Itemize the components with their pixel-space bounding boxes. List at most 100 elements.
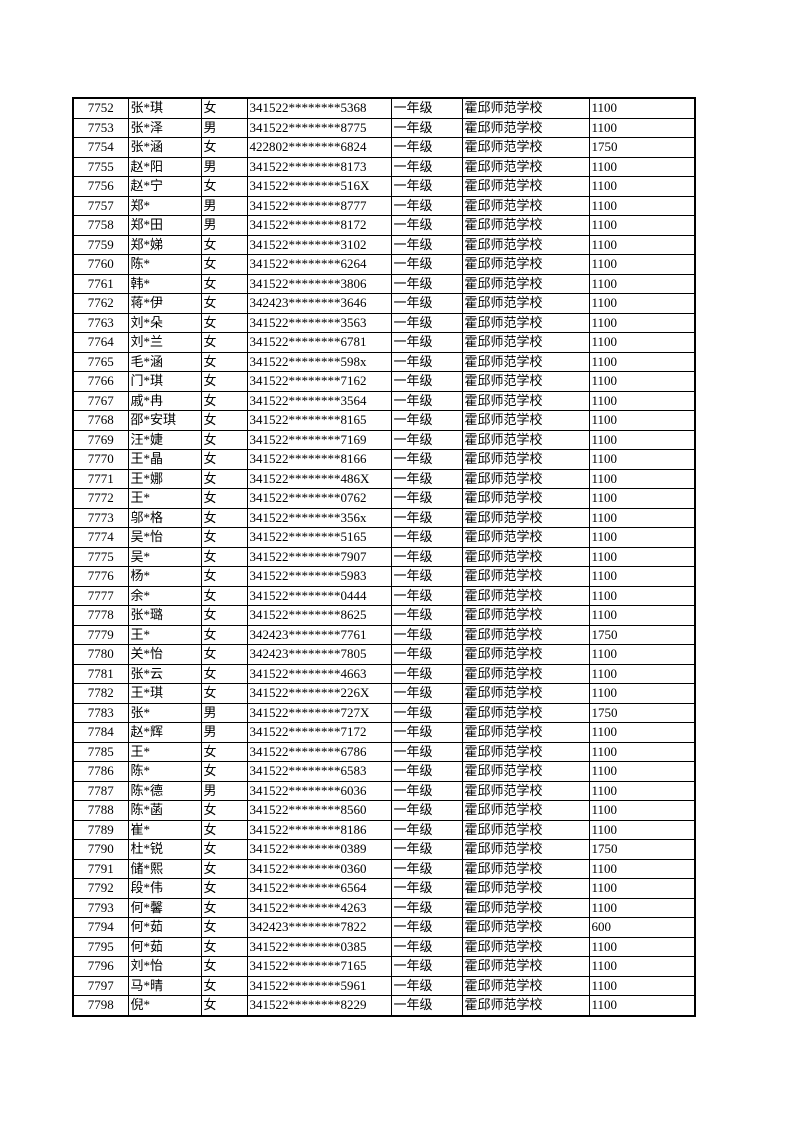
id-number-cell: 341522********7162	[246, 371, 392, 392]
gender-cell: 女	[200, 332, 248, 353]
amount-cell: 1100	[588, 468, 696, 489]
gender-cell: 女	[200, 644, 248, 665]
table-row: 7795 何*茹女 341522********0385 一年级 霍邱师范学校 1100	[72, 936, 696, 957]
grade-cell: 一年级	[390, 429, 463, 450]
name-cell: 何*茹	[127, 936, 202, 957]
index-cell: 7779	[72, 624, 129, 645]
name-cell: 崔*	[127, 819, 202, 840]
grade-cell: 一年级	[390, 800, 463, 821]
amount-cell: 1100	[588, 663, 696, 684]
name-cell: 邬*格	[127, 507, 202, 528]
school-cell: 霍邱师范学校	[461, 741, 590, 762]
gender-cell: 女	[200, 293, 248, 314]
index-cell: 7797	[72, 975, 129, 996]
index-cell: 7785	[72, 741, 129, 762]
name-cell: 戚*冉	[127, 390, 202, 411]
index-cell: 7781	[72, 663, 129, 684]
amount-cell: 1750	[588, 702, 696, 723]
name-cell: 王*	[127, 741, 202, 762]
gender-cell: 女	[200, 234, 248, 255]
amount-cell: 1100	[588, 390, 696, 411]
name-cell: 张*云	[127, 663, 202, 684]
table-row: 7775 吴* 女 341522********7907 一年级 霍邱师范学校 1100	[72, 546, 696, 567]
gender-cell: 女	[200, 624, 248, 645]
id-number-cell: 422802********6824	[246, 137, 392, 158]
school-cell: 霍邱师范学校	[461, 176, 590, 197]
gender-cell: 男	[200, 215, 248, 236]
school-cell: 霍邱师范学校	[461, 995, 590, 1016]
grade-cell: 一年级	[390, 858, 463, 879]
id-number-cell: 341522********0444	[246, 585, 392, 606]
name-cell: 王*琪	[127, 683, 202, 704]
school-cell: 霍邱师范学校	[461, 351, 590, 372]
id-number-cell: 342423********3646	[246, 293, 392, 314]
name-cell: 刘*兰	[127, 332, 202, 353]
index-cell: 7794	[72, 917, 129, 938]
amount-cell: 1100	[588, 254, 696, 275]
name-cell: 韩*	[127, 273, 202, 294]
grade-cell: 一年级	[390, 683, 463, 704]
name-cell: 马*晴	[127, 975, 202, 996]
gender-cell: 女	[200, 956, 248, 977]
id-number-cell: 341522********6583	[246, 761, 392, 782]
index-cell: 7759	[72, 234, 129, 255]
index-cell: 7762	[72, 293, 129, 314]
id-number-cell: 341522********7172	[246, 722, 392, 743]
id-number-cell: 341522********5961	[246, 975, 392, 996]
amount-cell: 1100	[588, 995, 696, 1016]
grade-cell: 一年级	[390, 839, 463, 860]
amount-cell: 1100	[588, 507, 696, 528]
id-number-cell: 341522********0762	[246, 488, 392, 509]
name-cell: 毛*涵	[127, 351, 202, 372]
table-row: 7792 段*伟女 341522********6564 一年级 霍邱师范学校 1100	[72, 878, 696, 899]
school-cell: 霍邱师范学校	[461, 215, 590, 236]
grade-cell: 一年级	[390, 293, 463, 314]
school-cell: 霍邱师范学校	[461, 156, 590, 177]
id-number-cell: 341522********5165	[246, 527, 392, 548]
id-number-cell: 341522********8229	[246, 995, 392, 1016]
amount-cell: 1100	[588, 312, 696, 333]
index-cell: 7788	[72, 800, 129, 821]
gender-cell: 女	[200, 371, 248, 392]
table-row: 7757 郑* 男 341522********8777 一年级 霍邱师范学校 1100	[72, 195, 696, 216]
school-cell: 霍邱师范学校	[461, 936, 590, 957]
index-cell: 7764	[72, 332, 129, 353]
id-number-cell: 341522********0389	[246, 839, 392, 860]
gender-cell: 男	[200, 702, 248, 723]
grade-cell: 一年级	[390, 332, 463, 353]
index-cell: 7798	[72, 995, 129, 1016]
gender-cell: 男	[200, 156, 248, 177]
table-row: 7782 王*琪女 341522********226X 一年级 霍邱师范学校 1100	[72, 683, 696, 704]
table-row: 7756 赵*宁女 341522********516X 一年级 霍邱师范学校 1100	[72, 176, 696, 197]
gender-cell: 女	[200, 995, 248, 1016]
grade-cell: 一年级	[390, 97, 463, 119]
amount-cell: 1100	[588, 761, 696, 782]
index-cell: 7770	[72, 449, 129, 470]
grade-cell: 一年级	[390, 975, 463, 996]
table-row: 7763 刘*朵女 341522********3563 一年级 霍邱师范学校 1100	[72, 312, 696, 333]
school-cell: 霍邱师范学校	[461, 527, 590, 548]
index-cell: 7792	[72, 878, 129, 899]
grade-cell: 一年级	[390, 117, 463, 138]
grade-cell: 一年级	[390, 663, 463, 684]
amount-cell: 1100	[588, 429, 696, 450]
index-cell: 7767	[72, 390, 129, 411]
school-cell: 霍邱师范学校	[461, 800, 590, 821]
grade-cell: 一年级	[390, 390, 463, 411]
table-row: 7773 邬*格女 341522********356x 一年级 霍邱师范学校 1100	[72, 507, 696, 528]
name-cell: 王*晶	[127, 449, 202, 470]
table-row: 7755 赵*阳男 341522********8173 一年级 霍邱师范学校 1100	[72, 156, 696, 177]
gender-cell: 男	[200, 195, 248, 216]
grade-cell: 一年级	[390, 371, 463, 392]
table-row: 7759 郑*娣女 341522********3102 一年级 霍邱师范学校 1100	[72, 234, 696, 255]
index-cell: 7752	[72, 97, 129, 119]
gender-cell: 女	[200, 897, 248, 918]
grade-cell: 一年级	[390, 312, 463, 333]
index-cell: 7772	[72, 488, 129, 509]
id-number-cell: 341522********3806	[246, 273, 392, 294]
school-cell: 霍邱师范学校	[461, 858, 590, 879]
gender-cell: 女	[200, 839, 248, 860]
amount-cell: 1100	[588, 195, 696, 216]
name-cell: 陈*	[127, 254, 202, 275]
grade-cell: 一年级	[390, 137, 463, 158]
